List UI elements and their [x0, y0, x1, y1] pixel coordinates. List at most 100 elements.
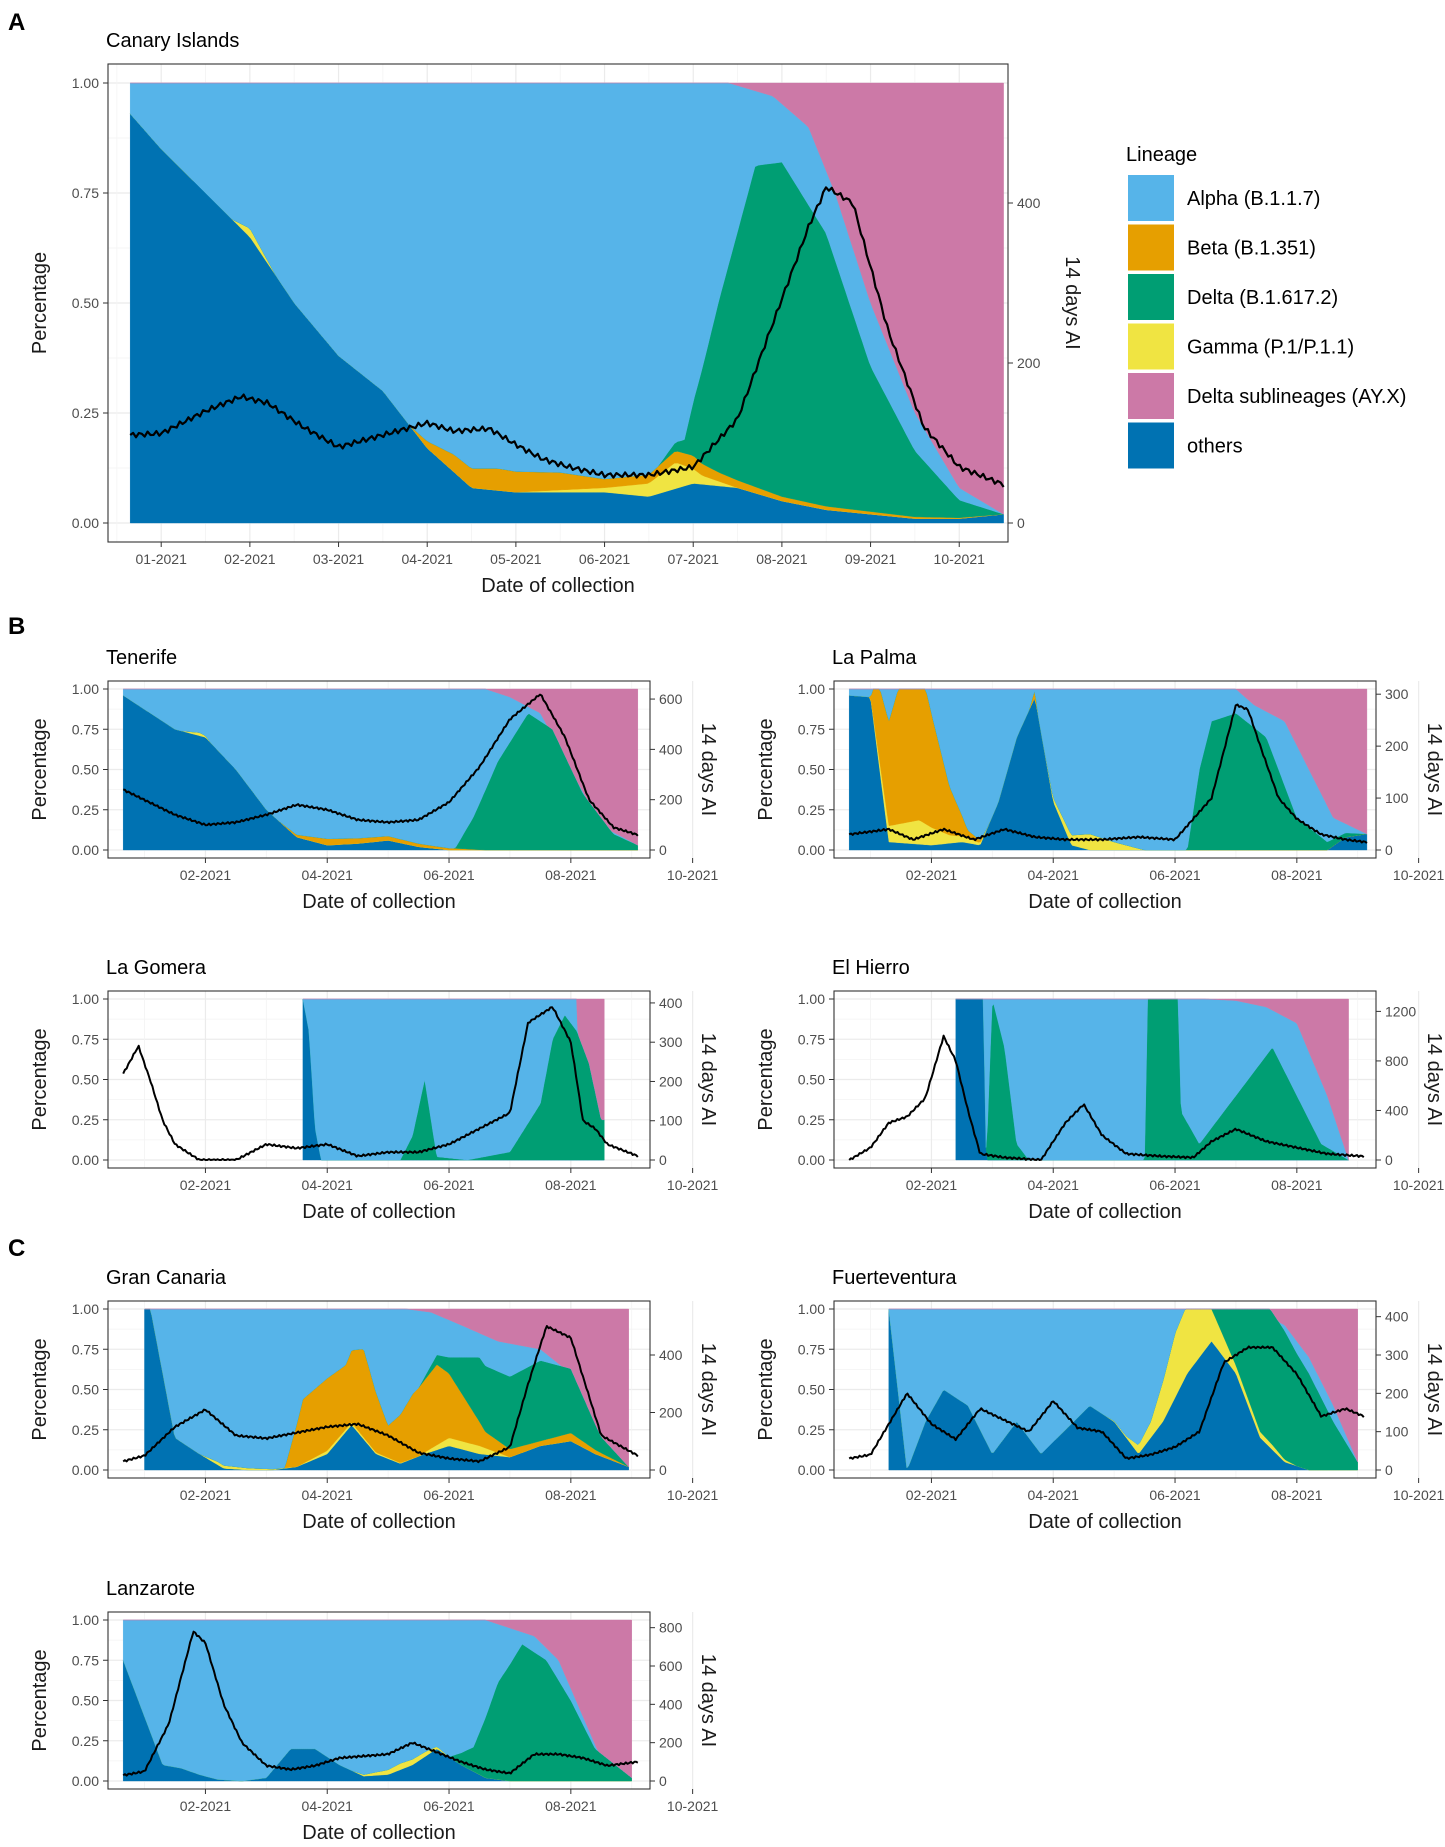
y2-tick-label: 0 [659, 1152, 667, 1168]
y2-axis-label: 14 days AI [697, 723, 719, 816]
ai-line [848, 703, 1368, 844]
x-tick-label: 04-2021 [402, 551, 454, 567]
stacked-areas [123, 688, 638, 851]
y2-tick-label: 0 [659, 1462, 667, 1478]
y-tick-label: 0.25 [72, 1112, 99, 1128]
y2-tick-label: 800 [659, 1620, 683, 1636]
x-tick-label: 08-2021 [545, 1177, 597, 1193]
x-tick-label: 08-2021 [1271, 1487, 1323, 1503]
y2-tick-label: 300 [1385, 686, 1409, 702]
y2-tick-label: 200 [659, 1735, 683, 1751]
stacked-areas [130, 82, 1004, 524]
stacked-areas [123, 1619, 632, 1782]
legend-key-alpha-b-1-1-7 [1128, 175, 1174, 221]
y-axis-label: Percentage [29, 1338, 51, 1440]
y-tick-label: 0.75 [72, 1652, 99, 1668]
y-tick-label: 0.00 [798, 842, 825, 858]
y2-tick-label: 800 [1385, 1053, 1409, 1069]
chart-la-palma: 0.00 0.25 0.50 0.75 1.00 0 100 200 300 02-2021 04-… [755, 647, 1445, 913]
y-axis-label: Percentage [755, 1338, 777, 1440]
x-axis-label: Date of collection [302, 1822, 455, 1844]
y-tick-label: 0.25 [798, 802, 825, 818]
x-tick-label: 04-2021 [302, 1177, 354, 1193]
legend-label-alpha-b-1-1-7: Alpha (B.1.1.7) [1187, 188, 1320, 210]
y2-tick-label: 0 [659, 1773, 667, 1789]
y-tick-label: 0.50 [72, 1382, 99, 1398]
y2-tick-label: 1200 [1385, 1003, 1416, 1019]
x-tick-label: 10-2021 [667, 867, 719, 883]
x-tick-label: 10-2021 [1393, 1177, 1445, 1193]
y2-tick-label: 0 [659, 842, 667, 858]
y-axis-label: Percentage [755, 718, 777, 820]
chart-el-hierro: 0.00 0.25 0.50 0.75 1.00 0 400 800 1200 02-2021 04… [755, 957, 1445, 1223]
y-tick-label: 0.25 [72, 802, 99, 818]
x-tick-label: 10-2021 [667, 1177, 719, 1193]
y-tick-label: 1.00 [72, 681, 99, 697]
y-tick-label: 0.75 [798, 1341, 825, 1357]
x-tick-label: 10-2021 [667, 1798, 719, 1814]
y-tick-label: 1.00 [798, 1301, 825, 1317]
chart-title: Canary Islands [106, 30, 239, 52]
ai-line [129, 186, 1005, 488]
y-axis-label: Percentage [29, 252, 51, 354]
y-tick-label: 0.75 [72, 185, 99, 201]
y2-tick-label: 400 [659, 741, 683, 757]
x-tick-label: 06-2021 [579, 551, 631, 567]
y-tick-label: 1.00 [72, 991, 99, 1007]
area-delta-sublineages-ay-x [123, 688, 638, 846]
y-tick-label: 0.00 [72, 842, 99, 858]
area-delta-sublineages-ay-x [123, 1619, 632, 1779]
x-tick-label: 02-2021 [180, 867, 232, 883]
y2-tick-label: 400 [659, 995, 683, 1011]
legend-key-delta-b-1-617-2 [1128, 274, 1174, 320]
ai-line [122, 1006, 639, 1161]
legend-label-delta-b-1-617-2: Delta (B.1.617.2) [1187, 287, 1338, 309]
x-tick-label: 04-2021 [1028, 1487, 1080, 1503]
y2-axis-label: 14 days AI [697, 1033, 719, 1126]
x-tick-label: 08-2021 [545, 1487, 597, 1503]
stacked-areas [955, 998, 1350, 1161]
stacked-areas [144, 1308, 629, 1471]
y2-axis-label: 14 days AI [1423, 723, 1445, 816]
y-tick-label: 0.75 [798, 721, 825, 737]
y-axis-label: Percentage [29, 1649, 51, 1751]
stacked-areas [849, 688, 1368, 851]
y-tick-label: 1.00 [72, 1612, 99, 1628]
x-tick-label: 09-2021 [845, 551, 897, 567]
y-tick-label: 1.00 [798, 991, 825, 1007]
y-tick-label: 0.00 [72, 1462, 99, 1478]
y2-axis-label: 14 days AI [1061, 256, 1083, 349]
chart-title: Lanzarote [106, 1578, 195, 1600]
x-tick-label: 02-2021 [224, 551, 276, 567]
y-tick-label: 0.75 [72, 1031, 99, 1047]
x-tick-label: 04-2021 [302, 1487, 354, 1503]
x-tick-label: 06-2021 [423, 867, 475, 883]
x-tick-label: 06-2021 [423, 1177, 475, 1193]
ai-line [123, 693, 639, 837]
x-axis-label: Date of collection [1028, 891, 1181, 913]
x-tick-label: 04-2021 [1028, 1177, 1080, 1193]
y2-tick-label: 200 [659, 1405, 683, 1421]
ai-line [122, 1630, 639, 1777]
y2-tick-label: 200 [1385, 1385, 1409, 1401]
y2-tick-label: 300 [1385, 1347, 1409, 1363]
x-tick-label: 06-2021 [1149, 1487, 1201, 1503]
y-tick-label: 0.00 [72, 1152, 99, 1168]
chart-title: Tenerife [106, 647, 177, 669]
x-tick-label: 05-2021 [490, 551, 542, 567]
x-tick-label: 04-2021 [302, 1798, 354, 1814]
chart-title: La Gomera [106, 957, 207, 979]
y2-tick-label: 100 [1385, 790, 1409, 806]
x-tick-label: 07-2021 [668, 551, 720, 567]
stacked-areas [888, 1308, 1358, 1471]
y-tick-label: 0.50 [798, 762, 825, 778]
y-tick-label: 0.50 [72, 762, 99, 778]
x-tick-label: 10-2021 [934, 551, 986, 567]
y2-tick-label: 200 [659, 1073, 683, 1089]
y2-axis-label: 14 days AI [1423, 1033, 1445, 1126]
y-tick-label: 0.75 [72, 721, 99, 737]
y2-tick-label: 0 [1385, 1462, 1393, 1478]
x-tick-label: 08-2021 [545, 1798, 597, 1814]
y-tick-label: 0.00 [72, 1773, 99, 1789]
